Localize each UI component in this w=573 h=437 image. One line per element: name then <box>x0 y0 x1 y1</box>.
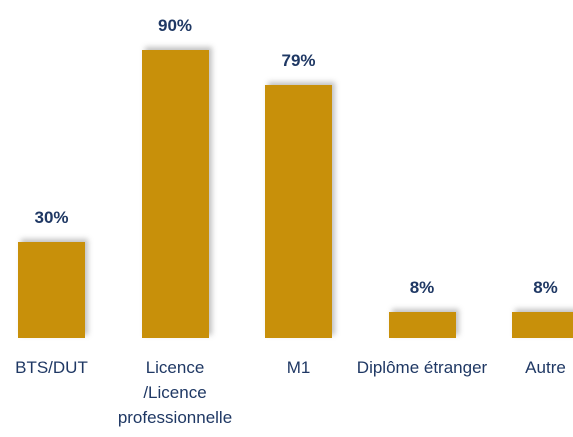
data-label: 8% <box>533 278 558 298</box>
x-tick-label: M1 <box>286 358 311 377</box>
data-label: 79% <box>281 51 316 71</box>
bar <box>141 50 209 338</box>
bar <box>265 85 332 338</box>
bar <box>512 312 573 338</box>
bar <box>18 242 85 338</box>
x-tick-label: Diplôme étranger <box>356 358 488 377</box>
bar <box>388 312 456 338</box>
x-tick-label: Licence /Licence professionnelle <box>117 358 233 427</box>
x-tick-label: BTS/DUT <box>15 358 88 377</box>
data-label: 8% <box>409 278 435 298</box>
x-tick-label: Autre <box>525 358 566 377</box>
data-label: 30% <box>34 208 69 227</box>
data-label: 90% <box>157 16 193 35</box>
